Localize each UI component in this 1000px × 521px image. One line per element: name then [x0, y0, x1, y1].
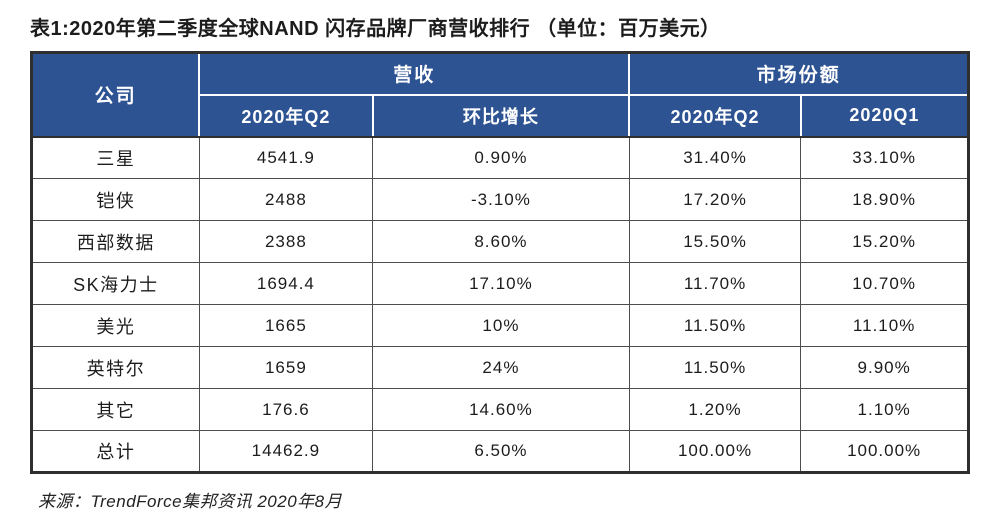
share-q1-cell: 11.10%: [800, 304, 969, 347]
share-q1-cell: 100.00%: [800, 430, 969, 473]
qoq-growth-cell: 0.90%: [372, 136, 630, 179]
company-cell: SK海力士: [31, 262, 200, 305]
revenue-q2-cell: 176.6: [198, 388, 374, 431]
header-qoq-growth: 环比增长: [371, 93, 631, 138]
company-cell: 美光: [31, 304, 200, 347]
qoq-growth-cell: 24%: [372, 346, 630, 389]
table-row-others: 其它 176.6 14.60% 1.20% 1.10%: [31, 388, 969, 431]
revenue-table: 公司 营收 市场份额 2020年Q2 环比增长 2020年Q2 2020Q1 三…: [30, 51, 970, 474]
header-share-2020q2: 2020年Q2: [628, 93, 802, 138]
share-q2-cell: 17.20%: [628, 178, 802, 221]
header-revenue-2020q2: 2020年Q2: [198, 93, 374, 138]
share-q2-cell: 15.50%: [628, 220, 802, 263]
page-title: 表1:2020年第二季度全球NAND 闪存品牌厂商营收排行 （单位：百万美元）: [30, 18, 721, 40]
revenue-q2-cell: 2488: [198, 178, 374, 221]
revenue-q2-cell: 1694.4: [198, 262, 374, 305]
header-share-2020q1: 2020Q1: [799, 93, 970, 138]
table-row-western-digital: 西部数据 2388 8.60% 15.50% 15.20%: [31, 220, 969, 263]
company-cell: 英特尔: [31, 346, 200, 389]
qoq-growth-cell: 6.50%: [372, 430, 630, 473]
header-revenue-group: 营收: [198, 51, 631, 96]
share-q1-cell: 9.90%: [800, 346, 969, 389]
header-market-share-group: 市场份额: [628, 51, 970, 96]
qoq-growth-cell: 17.10%: [372, 262, 630, 305]
qoq-growth-cell: -3.10%: [372, 178, 630, 221]
share-q1-cell: 10.70%: [800, 262, 969, 305]
company-cell: 总计: [31, 430, 200, 473]
table-row-sk-hynix: SK海力士 1694.4 17.10% 11.70% 10.70%: [31, 262, 969, 305]
table-body: 三星 4541.9 0.90% 31.40% 33.10% 铠侠 2488 -3…: [31, 136, 969, 473]
share-q1-cell: 18.90%: [800, 178, 969, 221]
company-cell: 其它: [31, 388, 200, 431]
header-sub-row: 2020年Q2 环比增长 2020年Q2 2020Q1: [32, 93, 970, 138]
table-row-samsung: 三星 4541.9 0.90% 31.40% 33.10%: [31, 136, 969, 179]
revenue-q2-cell: 14462.9: [198, 430, 374, 473]
company-cell: 铠侠: [31, 178, 200, 221]
share-q1-cell: 15.20%: [800, 220, 969, 263]
qoq-growth-cell: 8.60%: [372, 220, 630, 263]
share-q2-cell: 100.00%: [628, 430, 802, 473]
header-group-row: 公司 营收 市场份额: [30, 51, 970, 138]
share-q2-cell: 11.50%: [628, 346, 802, 389]
share-q1-cell: 33.10%: [800, 136, 969, 179]
header-company: 公司: [30, 51, 201, 138]
qoq-growth-cell: 10%: [372, 304, 630, 347]
revenue-q2-cell: 4541.9: [198, 136, 374, 179]
share-q2-cell: 11.70%: [628, 262, 802, 305]
company-cell: 三星: [31, 136, 200, 179]
share-q2-cell: 1.20%: [628, 388, 802, 431]
source-note: 来源：TrendForce集邦资讯 2020年8月: [38, 492, 343, 511]
table-row-micron: 美光 1665 10% 11.50% 11.10%: [31, 304, 969, 347]
share-q2-cell: 11.50%: [628, 304, 802, 347]
qoq-growth-cell: 14.60%: [372, 388, 630, 431]
table-header: 公司 营收 市场份额 2020年Q2 环比增长 2020年Q2 2020Q1: [30, 51, 970, 138]
share-q2-cell: 31.40%: [628, 136, 802, 179]
table-row-kioxia: 铠侠 2488 -3.10% 17.20% 18.90%: [31, 178, 969, 221]
company-cell: 西部数据: [31, 220, 200, 263]
revenue-q2-cell: 1665: [198, 304, 374, 347]
table-row-intel: 英特尔 1659 24% 11.50% 9.90%: [31, 346, 969, 389]
share-q1-cell: 1.10%: [800, 388, 969, 431]
table-row-total: 总计 14462.9 6.50% 100.00% 100.00%: [31, 430, 969, 473]
revenue-q2-cell: 2388: [198, 220, 374, 263]
revenue-q2-cell: 1659: [198, 346, 374, 389]
